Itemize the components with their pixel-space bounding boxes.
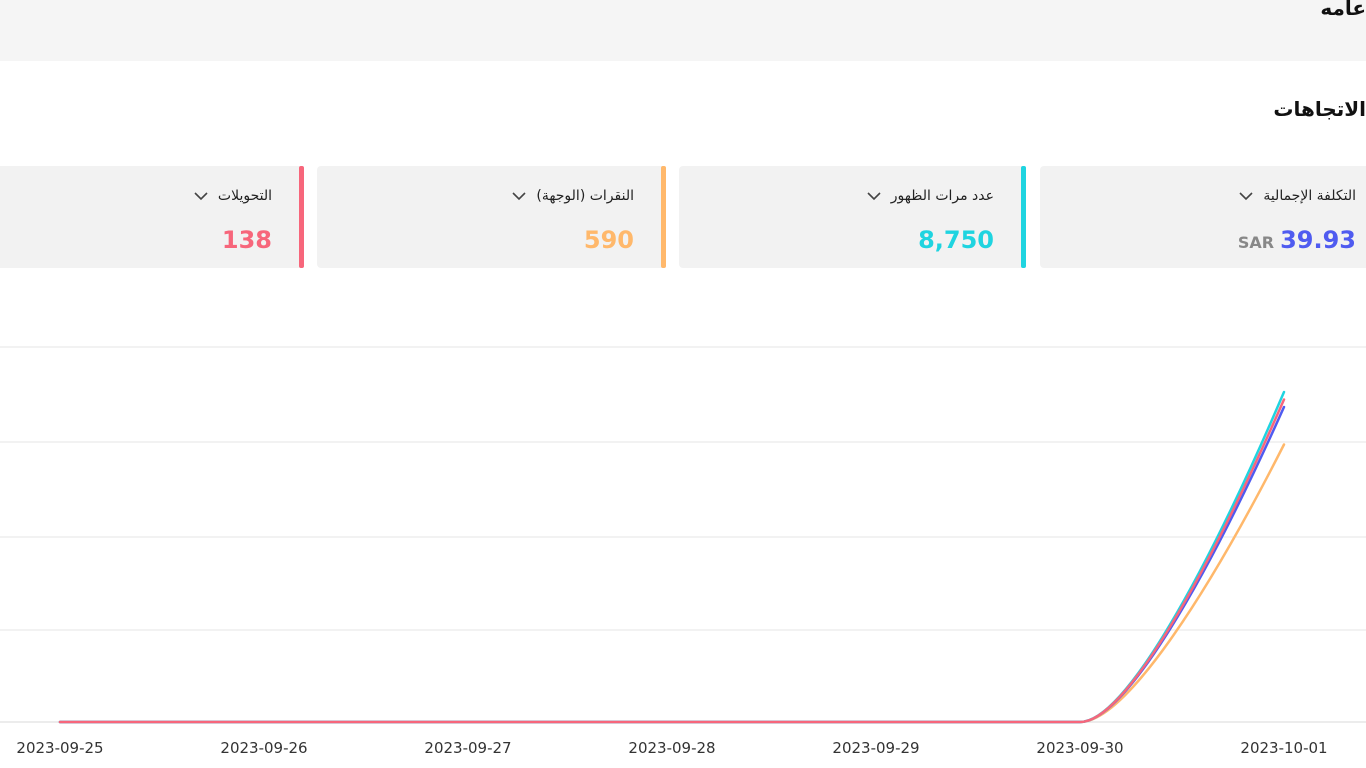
metric-value: 39.93	[1280, 226, 1356, 254]
x-tick-label: 2023-09-30	[1036, 739, 1123, 757]
series-line	[58, 398, 1286, 724]
metric-value-group: SAR 39.93	[1238, 226, 1356, 254]
chevron-down-icon	[1239, 191, 1253, 200]
series-line	[58, 405, 1286, 724]
metric-selector-conversions[interactable]: التحويلات	[194, 188, 272, 204]
metric-value: 138	[221, 226, 272, 254]
metric-selector-total-cost[interactable]: التكلفة الإجمالية	[1239, 188, 1356, 204]
metric-accent-bar	[299, 166, 304, 268]
x-tick-label: 2023-10-01	[1240, 739, 1327, 757]
metric-accent-bar	[1021, 166, 1026, 268]
metric-card-total-cost[interactable]: التكلفة الإجمالية SAR 39.93	[1040, 166, 1366, 268]
chevron-down-icon	[867, 191, 881, 200]
top-bar: عامه	[0, 0, 1366, 61]
metric-value-group: 590	[584, 226, 634, 254]
metric-label: عدد مرات الظهور	[890, 188, 994, 204]
metric-label: التحويلات	[217, 188, 272, 204]
x-tick-label: 2023-09-26	[220, 739, 307, 757]
metric-selector-clicks[interactable]: النقرات (الوجهة)	[512, 188, 634, 204]
metric-card-clicks[interactable]: النقرات (الوجهة) 590	[317, 166, 666, 268]
x-tick-label: 2023-09-29	[832, 739, 919, 757]
metric-label: النقرات (الوجهة)	[536, 188, 634, 204]
metric-value-group: 138	[222, 226, 272, 254]
metric-selector-impressions[interactable]: عدد مرات الظهور	[867, 188, 994, 204]
metric-label: التكلفة الإجمالية	[1263, 188, 1356, 204]
chevron-down-icon	[512, 191, 526, 200]
chevron-down-icon	[194, 191, 208, 200]
page-title: عامه	[1320, 0, 1366, 20]
section-title: الاتجاهات	[1273, 97, 1366, 121]
x-tick-label: 2023-09-25	[16, 739, 103, 757]
metric-value: 590	[583, 226, 634, 254]
metric-card-impressions[interactable]: عدد مرات الظهور 8,750	[679, 166, 1026, 268]
currency-code: SAR	[1237, 233, 1275, 252]
metric-card-conversions[interactable]: التحويلات 138	[0, 166, 304, 268]
metric-accent-bar	[661, 166, 666, 268]
metric-value: 8,750	[918, 226, 994, 254]
metric-value-group: 8,750	[918, 226, 994, 254]
x-tick-label: 2023-09-28	[628, 739, 715, 757]
x-tick-label: 2023-09-27	[424, 739, 511, 757]
series-line	[58, 443, 1286, 724]
